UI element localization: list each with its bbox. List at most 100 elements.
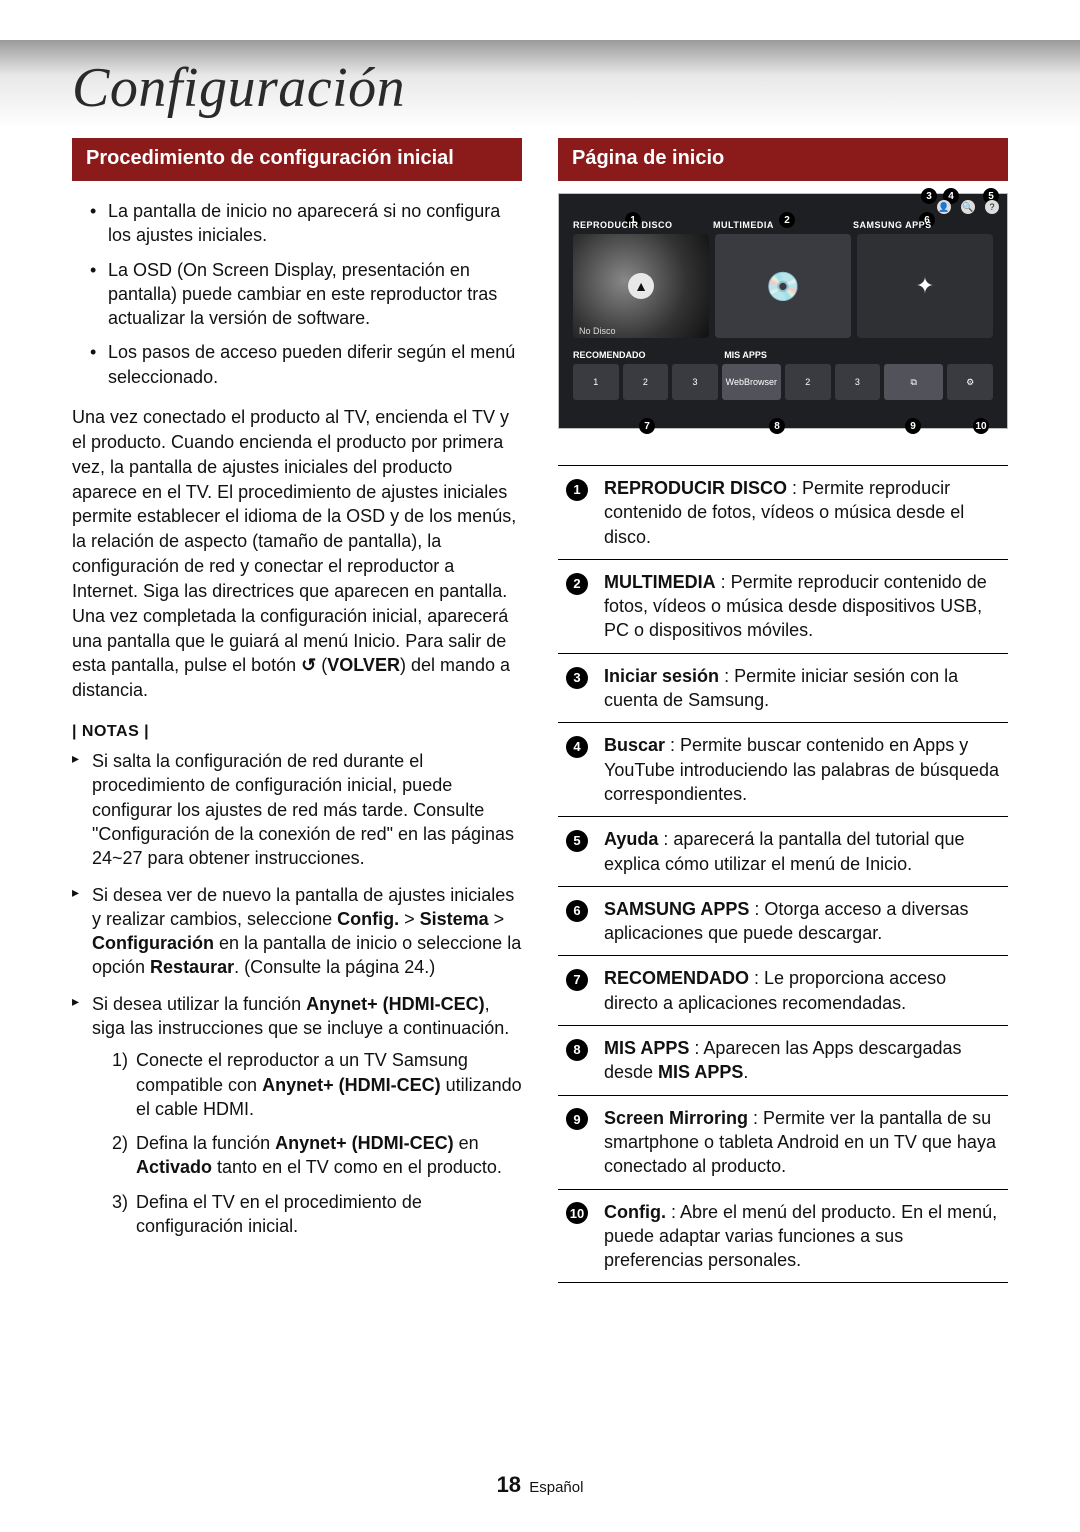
legend-term: SAMSUNG APPS xyxy=(604,899,749,919)
legend-number: 2 xyxy=(566,573,588,595)
callout-3: 3 xyxy=(921,188,937,204)
legend-text-cell: SAMSUNG APPS : Otorga acceso a diversas … xyxy=(596,886,1008,956)
legend-text-cell: MULTIMEDIA : Permite reproducir contenid… xyxy=(596,559,1008,653)
page-footer: 18 Español xyxy=(0,1472,1080,1498)
volver-label: VOLVER xyxy=(327,655,400,675)
callout-9: 9 xyxy=(905,418,921,434)
legend-text-cell: Ayuda : aparecerá la pantalla del tutori… xyxy=(596,817,1008,887)
bold: Sistema xyxy=(420,909,489,929)
legend-text-cell: MIS APPS : Aparecen las Apps descargadas… xyxy=(596,1026,1008,1096)
intro-bullet: La pantalla de inicio no aparecerá si no… xyxy=(90,199,522,248)
legend-number: 1 xyxy=(566,479,588,501)
legend-number-cell: 3 xyxy=(558,653,596,723)
notes-heading: | NOTAS | xyxy=(72,723,522,741)
note-item: Si desea utilizar la función Anynet+ (HD… xyxy=(72,992,522,1239)
legend-term: MULTIMEDIA xyxy=(604,572,716,592)
callout-7: 7 xyxy=(639,418,655,434)
step: 3) Defina el TV en el procedimiento de c… xyxy=(112,1190,522,1239)
page-language: Español xyxy=(529,1479,583,1496)
legend-term: RECOMENDADO xyxy=(604,968,749,988)
page-title: Configuración xyxy=(72,0,1008,120)
disc-icon: 💿 xyxy=(766,270,801,303)
lower-labels-row: RECOMENDADO MIS APPS xyxy=(573,350,993,360)
rec-tile: 2 xyxy=(623,364,669,400)
legend-term: Buscar xyxy=(604,735,665,755)
notes-list: Si salta la configuración de red durante… xyxy=(72,749,522,1238)
legend-text-cell: Screen Mirroring : Permite ver la pantal… xyxy=(596,1095,1008,1189)
screen-mirroring-tile: ⧉ xyxy=(884,364,943,400)
tile-label: SAMSUNG APPS xyxy=(853,220,993,230)
bold: Anynet+ (HDMI-CEC) xyxy=(275,1133,454,1153)
gear-icon: ⚙ xyxy=(966,377,974,388)
rec-tile: 3 xyxy=(672,364,718,400)
legend-number: 3 xyxy=(566,667,588,689)
legend-row: 4Buscar : Permite buscar contenido en Ap… xyxy=(558,723,1008,817)
legend-desc: : aparecerá la pantalla del tutorial que… xyxy=(604,829,965,873)
config-tile: ⚙ xyxy=(947,364,993,400)
intro-paragraph: Una vez conectado el producto al TV, enc… xyxy=(72,405,522,703)
apps-icon: ✦ xyxy=(916,273,934,299)
return-icon xyxy=(301,655,316,675)
legend-text-cell: Iniciar sesión : Permite iniciar sesión … xyxy=(596,653,1008,723)
legend-number: 10 xyxy=(566,1202,588,1224)
note-text: > xyxy=(399,909,420,929)
note-text: Si desea utilizar la función xyxy=(92,994,306,1014)
step-number: 2) xyxy=(112,1131,128,1155)
note-text: > xyxy=(489,909,505,929)
bold: Restaurar xyxy=(150,957,234,977)
top-icon-row: 👤 🔍 ? xyxy=(937,200,999,214)
lower-tile-row: 1 2 3 WebBrowser 2 3 ⧉ ⚙ xyxy=(573,364,993,400)
nested-steps: 1) Conecte el reproductor a un TV Samsun… xyxy=(112,1048,522,1238)
tile-labels-row: REPRODUCIR DISCO MULTIMEDIA SAMSUNG APPS xyxy=(573,220,993,230)
legend-row: 9Screen Mirroring : Permite ver la panta… xyxy=(558,1095,1008,1189)
legend-number: 7 xyxy=(566,969,588,991)
disc-tile: ▲ xyxy=(573,234,709,338)
bold: Anynet+ (HDMI-CEC) xyxy=(262,1075,441,1095)
legend-term: Config. xyxy=(604,1202,666,1222)
legend-row: 10Config. : Abre el menú del producto. E… xyxy=(558,1189,1008,1283)
step: 2) Defina la función Anynet+ (HDMI-CEC) … xyxy=(112,1131,522,1180)
legend-number-cell: 1 xyxy=(558,466,596,560)
legend-term: Iniciar sesión xyxy=(604,666,719,686)
left-heading: Procedimiento de configuración inicial xyxy=(72,138,522,181)
para-text: Una vez conectado el producto al TV, enc… xyxy=(72,407,516,601)
callout-10: 10 xyxy=(973,418,989,434)
legend-number-cell: 7 xyxy=(558,956,596,1026)
legend-term: Ayuda xyxy=(604,829,658,849)
bold: Anynet+ (HDMI-CEC) xyxy=(306,994,485,1014)
app-tile: 3 xyxy=(835,364,881,400)
bold: Activado xyxy=(136,1157,212,1177)
page-number: 18 xyxy=(497,1472,521,1497)
home-screen-diagram: 3 4 5 👤 🔍 ? 1 2 6 REPRODUCIR DISCO MULTI… xyxy=(558,193,1008,429)
tile-label: REPRODUCIR DISCO xyxy=(573,220,713,230)
legend-row: 6 SAMSUNG APPS : Otorga acceso a diversas… xyxy=(558,886,1008,956)
step-text: Defina el TV en el procedimiento de conf… xyxy=(136,1192,422,1236)
legend-term: REPRODUCIR DISCO xyxy=(604,478,787,498)
page-root: Configuración Procedimiento de configura… xyxy=(0,0,1080,1532)
legend-number: 4 xyxy=(566,736,588,758)
mirror-icon: ⧉ xyxy=(911,377,917,388)
legend-number: 8 xyxy=(566,1039,588,1061)
search-icon: 🔍 xyxy=(961,200,975,214)
legend-row: 1REPRODUCIR DISCO : Permite reproducir c… xyxy=(558,466,1008,560)
legend-number: 5 xyxy=(566,830,588,852)
legend-term: MIS APPS xyxy=(658,1062,743,1082)
note-text: . (Consulte la página 24.) xyxy=(234,957,435,977)
misapps-label: MIS APPS xyxy=(724,350,767,360)
callout-8: 8 xyxy=(769,418,785,434)
step-number: 1) xyxy=(112,1048,128,1072)
rec-tile: 1 xyxy=(573,364,619,400)
no-disc-label: No Disco xyxy=(579,326,616,336)
two-column-layout: Procedimiento de configuración inicial L… xyxy=(72,138,1008,1283)
step: 1) Conecte el reproductor a un TV Samsun… xyxy=(112,1048,522,1121)
multimedia-tile: 💿 xyxy=(715,234,851,338)
legend-number-cell: 4 xyxy=(558,723,596,817)
step-number: 3) xyxy=(112,1190,128,1214)
right-column: Página de inicio 3 4 5 👤 🔍 ? 1 2 6 REPRO… xyxy=(558,138,1008,1283)
tile-row: ▲ 💿 ✦ xyxy=(573,234,993,338)
legend-desc: . xyxy=(743,1062,748,1082)
legend-number: 6 xyxy=(566,900,588,922)
legend-number-cell: 2 xyxy=(558,559,596,653)
step-text: Defina la función xyxy=(136,1133,275,1153)
webbrowser-tile: WebBrowser xyxy=(722,364,781,400)
